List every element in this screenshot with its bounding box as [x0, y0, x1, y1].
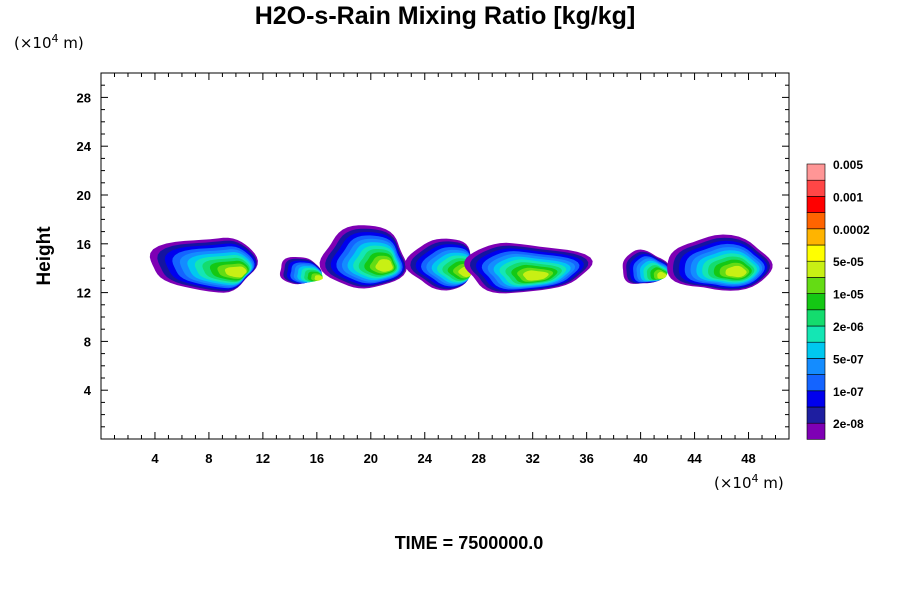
- colorbar-swatch: [806, 196, 826, 213]
- x-tick-label: 4: [151, 451, 159, 466]
- y-tick-label: 12: [77, 286, 91, 301]
- y-unit-label: (×104 m): [14, 32, 84, 52]
- y-tick-label: 24: [77, 139, 92, 154]
- colorbar-swatch: [806, 325, 826, 343]
- y-tick-label: 28: [77, 90, 91, 105]
- x-tick-label: 48: [741, 451, 755, 466]
- colorbar-swatch: [806, 390, 826, 408]
- colorbar: 2e-08 1e-07 5e-07 2e-06 1e-05 5e-05 0.0002 0.00…: [806, 158, 870, 440]
- colorbar-label: 2e-08: [833, 417, 864, 431]
- colorbar-label: 0.005: [833, 158, 863, 172]
- colorbar-label: 5e-07: [833, 352, 864, 366]
- contour-field: [149, 225, 773, 294]
- colorbar-label: 1e-07: [833, 385, 864, 399]
- x-unit-label: (×104 m): [714, 472, 784, 492]
- rain-cell: [319, 225, 407, 289]
- colorbar-swatch: [806, 341, 826, 359]
- y-tick-label: 20: [77, 188, 91, 203]
- x-unit-prefix: (×10: [714, 474, 752, 492]
- colorbar-swatch: [806, 163, 826, 181]
- x-unit-exponent: 4: [752, 472, 759, 485]
- rain-cell: [464, 242, 593, 294]
- rain-cell: [405, 238, 472, 291]
- colorbar-swatch: [806, 212, 826, 230]
- colorbar-swatch: [806, 422, 826, 440]
- x-tick-label: 20: [364, 451, 378, 466]
- y-unit-exponent: 4: [52, 32, 59, 45]
- colorbar-swatch: [806, 406, 826, 424]
- contour-level: [224, 266, 247, 278]
- contour-level: [314, 275, 323, 281]
- x-tick-label: 28: [471, 451, 485, 466]
- colorbar-swatch: [806, 244, 826, 262]
- colorbar-swatch: [806, 293, 826, 311]
- colorbar-swatch: [806, 374, 826, 392]
- chart-title: H2O-s-Rain Mixing Ratio [kg/kg]: [255, 2, 636, 30]
- x-tick-label: 24: [418, 451, 433, 466]
- y-tick-label: 4: [84, 383, 92, 398]
- colorbar-label: 1e-05: [833, 288, 864, 302]
- rain-cell: [667, 234, 773, 291]
- colorbar-swatch: [806, 179, 826, 197]
- x-unit-suffix: m): [759, 474, 784, 492]
- x-tick-label: 40: [633, 451, 647, 466]
- y-tick-label: 8: [84, 334, 91, 349]
- contour-level: [523, 270, 549, 281]
- colorbar-swatch: [806, 358, 826, 375]
- x-tick-label: 8: [205, 451, 212, 466]
- x-tick-label: 12: [256, 451, 270, 466]
- contour-level: [375, 259, 393, 272]
- x-tick-label: 32: [525, 451, 539, 466]
- y-axis-label: Height: [34, 226, 55, 286]
- colorbar-label: 0.001: [833, 190, 863, 204]
- y-unit-prefix: (×10: [14, 34, 52, 52]
- rain-cell: [149, 237, 258, 293]
- contour-level: [725, 265, 747, 278]
- colorbar-label: 0.0002: [833, 223, 870, 237]
- y-unit-suffix: m): [59, 34, 84, 52]
- colorbar-swatch: [806, 277, 826, 294]
- time-label: TIME = 7500000.0: [395, 533, 544, 553]
- colorbar-swatch: [806, 309, 826, 327]
- colorbar-swatch: [806, 260, 826, 278]
- x-tick-label: 16: [310, 451, 324, 466]
- y-axis: 4 8 12 16 20 24 28: [77, 84, 789, 428]
- x-tick-label: 44: [687, 451, 702, 466]
- colorbar-label: 2e-06: [833, 320, 864, 334]
- rain-cell: [622, 249, 670, 284]
- colorbar-swatch: [806, 228, 826, 246]
- y-tick-label: 16: [77, 237, 91, 252]
- x-tick-label: 36: [579, 451, 593, 466]
- rain-cell: [279, 257, 323, 285]
- colorbar-label: 5e-05: [833, 255, 864, 269]
- contour-level: [657, 271, 667, 279]
- x-axis: 4 8 12 16 20 24 28 32 36 40 44 48: [113, 73, 777, 466]
